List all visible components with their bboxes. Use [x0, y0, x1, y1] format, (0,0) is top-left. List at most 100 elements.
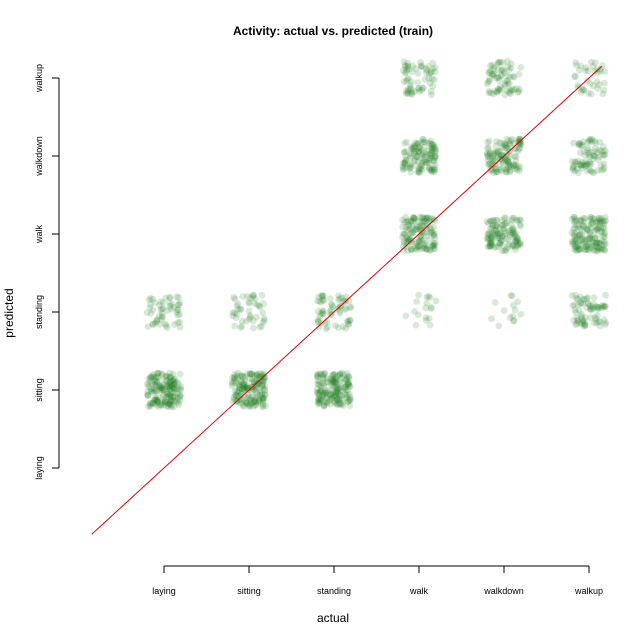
data-point [413, 243, 421, 251]
data-point [399, 159, 407, 167]
data-point [239, 402, 247, 410]
data-point [329, 376, 337, 384]
data-point [427, 304, 435, 311]
data-point [510, 162, 518, 170]
data-point [487, 62, 494, 69]
data-point [402, 89, 410, 97]
data-point [588, 219, 596, 226]
data-point [497, 58, 504, 66]
data-point [166, 294, 174, 302]
data-point [573, 217, 580, 225]
data-point [163, 398, 171, 406]
data-point [335, 296, 342, 304]
data-point [165, 383, 173, 390]
data-point [586, 302, 594, 310]
data-point [582, 67, 589, 75]
data-point [488, 315, 495, 323]
data-point [240, 379, 248, 387]
data-point [585, 234, 593, 242]
data-point [406, 154, 414, 162]
data-point [496, 58, 503, 66]
data-point [576, 319, 583, 327]
data-point [421, 148, 429, 156]
data-point [342, 391, 349, 399]
data-point [254, 399, 262, 406]
data-point [177, 391, 184, 399]
data-point [494, 66, 502, 74]
data-point [260, 377, 267, 385]
data-point [505, 229, 513, 236]
data-point [601, 79, 608, 87]
data-point [508, 233, 516, 241]
data-point [417, 161, 425, 169]
data-point [151, 381, 159, 389]
data-point [425, 74, 433, 82]
data-point [240, 385, 248, 393]
data-point [511, 165, 518, 173]
data-point [147, 374, 155, 382]
data-point [512, 229, 519, 237]
data-point [154, 373, 162, 381]
data-point [600, 220, 608, 228]
data-point [323, 400, 331, 407]
data-point [576, 66, 583, 74]
data-point [514, 217, 522, 225]
data-point [414, 223, 422, 231]
data-point [316, 298, 324, 305]
data-point [593, 226, 601, 234]
data-point [486, 149, 494, 157]
data-point [577, 217, 585, 224]
data-point [580, 317, 588, 325]
data-point [327, 376, 335, 383]
data-point [576, 216, 584, 224]
data-point [430, 245, 437, 253]
data-point [492, 149, 500, 157]
data-point [570, 161, 578, 169]
data-point [234, 388, 242, 396]
data-point [239, 293, 247, 300]
data-point [517, 310, 525, 318]
data-point [242, 317, 250, 325]
data-point [258, 390, 266, 398]
data-point [431, 148, 439, 156]
data-point [345, 374, 353, 382]
data-point [595, 214, 603, 222]
data-point [410, 217, 418, 225]
data-point [170, 396, 178, 404]
data-point [231, 375, 239, 383]
data-point [586, 161, 594, 169]
data-point [419, 214, 427, 222]
data-point [335, 395, 343, 402]
data-point [593, 219, 601, 226]
data-point [510, 162, 517, 170]
data-point [324, 378, 332, 386]
y-tick-label: laying [34, 456, 44, 480]
data-point [253, 385, 260, 393]
data-point [568, 238, 576, 246]
data-point [252, 402, 260, 409]
data-point [254, 301, 261, 309]
data-point [510, 214, 518, 222]
data-point [249, 375, 256, 383]
data-point [168, 403, 175, 411]
data-point [340, 384, 348, 392]
data-point [490, 150, 498, 158]
data-point [600, 316, 608, 324]
data-point [260, 377, 268, 384]
data-point [343, 370, 351, 377]
data-point [583, 246, 591, 253]
data-point [249, 378, 256, 386]
data-point [166, 400, 174, 407]
data-point [505, 163, 512, 171]
data-point [176, 318, 184, 326]
data-point [587, 220, 595, 228]
data-point [174, 399, 182, 406]
data-point [592, 242, 600, 250]
data-point [496, 161, 503, 168]
data-point [431, 64, 439, 72]
data-point [415, 311, 422, 319]
data-point [399, 230, 407, 238]
data-point [431, 161, 439, 169]
data-point [154, 369, 162, 377]
data-point [494, 60, 502, 68]
